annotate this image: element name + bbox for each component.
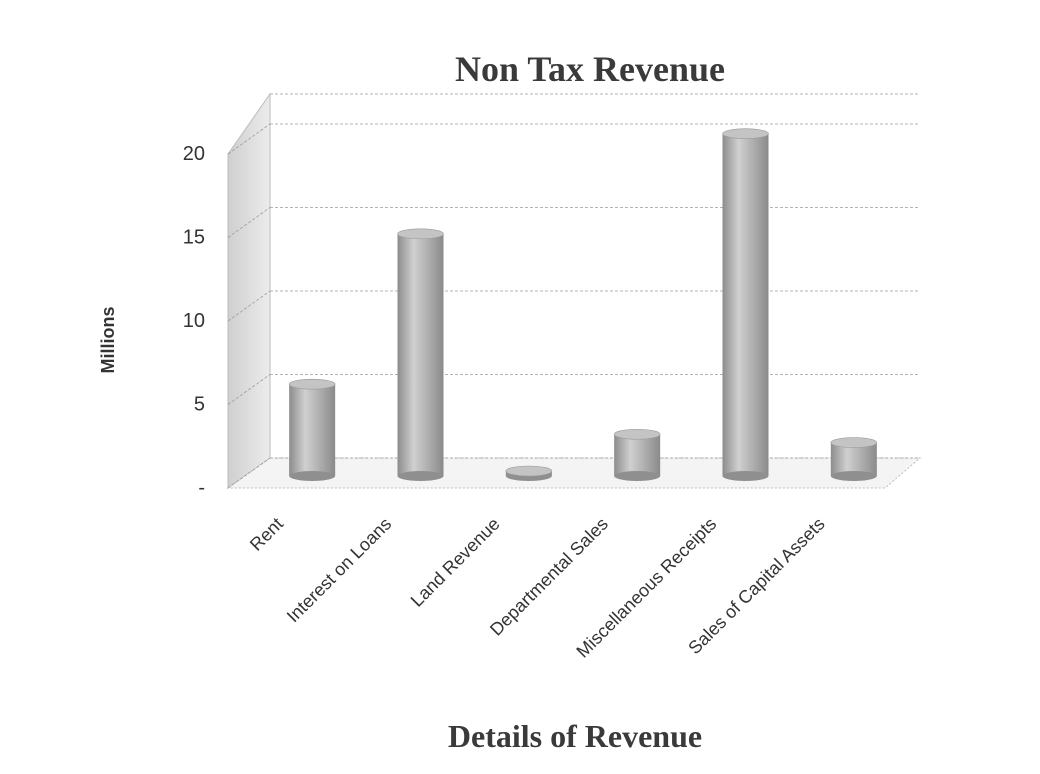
bar-body	[830, 442, 877, 476]
x-tick-label: Land Revenue	[407, 514, 504, 611]
bar-body	[614, 434, 661, 476]
x-tick-label: Rent	[246, 514, 287, 555]
bar	[397, 228, 444, 481]
side-wall	[227, 92, 271, 489]
gridline-side	[227, 290, 271, 322]
x-tick-label: Departmental Sales	[486, 514, 612, 640]
bar-base	[397, 471, 444, 481]
bar-body	[722, 133, 769, 476]
bar-base	[614, 471, 661, 481]
y-tick-label: 15	[183, 227, 205, 249]
bar-top	[288, 378, 336, 390]
x-tick-label: Interest on Loans	[283, 514, 396, 627]
gridline-side	[227, 374, 271, 405]
gridline-side	[227, 457, 271, 489]
bar	[505, 465, 553, 481]
bar-body	[289, 384, 336, 476]
bar-top	[830, 437, 878, 448]
bar-top	[722, 128, 769, 139]
bar-base	[289, 471, 336, 481]
bar	[830, 437, 878, 481]
bar-top	[397, 228, 444, 240]
bar	[288, 378, 336, 481]
chart-title: Non Tax Revenue	[454, 49, 726, 89]
bar-body	[397, 233, 444, 476]
y-tick-label: 20	[183, 143, 205, 165]
bar	[722, 128, 769, 481]
bar-base	[722, 471, 769, 481]
gridline-side	[227, 123, 271, 155]
bar	[613, 428, 661, 481]
bar-base	[830, 471, 877, 481]
bar-top	[613, 428, 661, 440]
gridline-side	[227, 207, 271, 238]
y-tick-label: 10	[183, 310, 205, 332]
y-tick-label: -	[198, 477, 205, 499]
x-axis-title: Details of Revenue	[447, 718, 703, 754]
y-tick-label: 5	[194, 394, 205, 416]
bar-top	[505, 465, 553, 477]
